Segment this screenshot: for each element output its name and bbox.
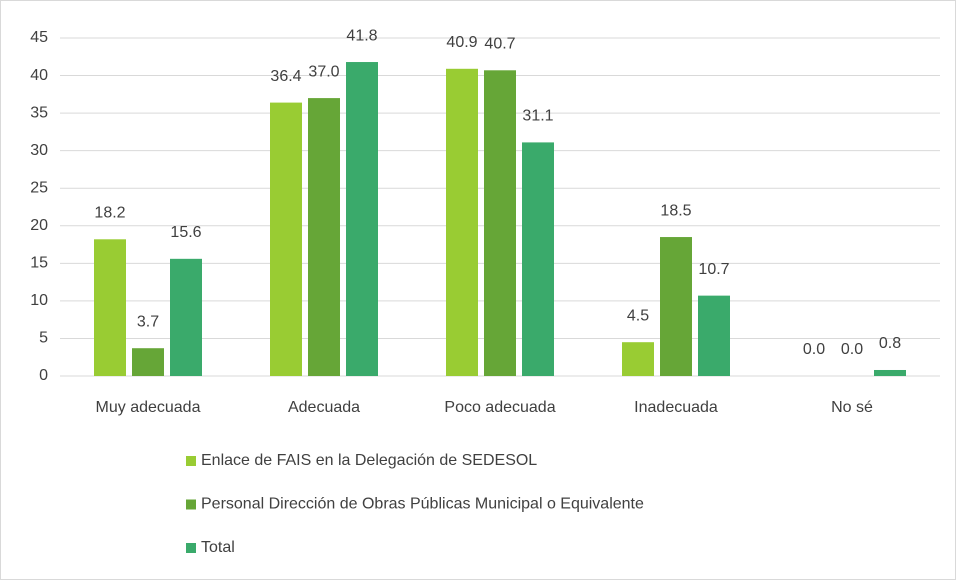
legend-swatch xyxy=(186,543,196,553)
x-tick-label: Adecuada xyxy=(288,399,360,416)
x-tick-label: Inadecuada xyxy=(634,399,718,416)
y-tick-label: 15 xyxy=(30,255,48,272)
y-tick-label: 30 xyxy=(30,142,48,159)
value-label: 37.0 xyxy=(308,63,339,80)
y-tick-label: 45 xyxy=(30,29,48,46)
value-label: 40.9 xyxy=(446,34,477,51)
value-label: 36.4 xyxy=(270,68,301,85)
bar xyxy=(170,258,202,376)
y-tick-label: 10 xyxy=(30,292,48,309)
bar xyxy=(270,102,302,377)
bar xyxy=(874,369,906,376)
x-tick-label: Poco adecuada xyxy=(444,399,555,416)
bar xyxy=(446,68,478,376)
value-label: 10.7 xyxy=(698,261,729,278)
bar xyxy=(622,342,654,376)
value-label: 40.7 xyxy=(484,36,515,53)
value-label: 41.8 xyxy=(346,27,377,44)
y-tick-label: 35 xyxy=(30,104,48,121)
value-label: 0.8 xyxy=(879,335,901,352)
y-tick-label: 0 xyxy=(39,367,48,384)
x-tick-label: No sé xyxy=(831,399,873,416)
bar xyxy=(484,70,516,376)
y-tick-label: 5 xyxy=(39,330,48,347)
legend-swatch xyxy=(186,499,196,510)
value-label: 0.0 xyxy=(841,341,863,358)
legend-label: Total xyxy=(201,539,235,556)
bar xyxy=(308,98,340,376)
y-tick-label: 25 xyxy=(30,179,48,196)
bar xyxy=(346,62,378,377)
y-tick-label: 40 xyxy=(30,67,48,84)
bar xyxy=(698,295,730,376)
value-label: 3.7 xyxy=(137,313,159,330)
value-label: 18.5 xyxy=(660,202,691,219)
legend-swatch xyxy=(186,456,196,466)
bar xyxy=(522,142,554,376)
bar xyxy=(132,348,164,376)
value-label: 31.1 xyxy=(522,108,553,125)
value-label: 15.6 xyxy=(170,224,201,241)
legend-label: Enlace de FAIS en la Delegación de SEDES… xyxy=(201,452,537,469)
value-label: 4.5 xyxy=(627,307,649,324)
x-tick-label: Muy adecuada xyxy=(96,399,201,416)
legend-label: Personal Dirección de Obras Públicas Mun… xyxy=(201,496,644,513)
bar xyxy=(94,239,126,376)
value-label: 0.0 xyxy=(803,341,825,358)
bar xyxy=(660,237,692,376)
y-tick-label: 20 xyxy=(30,217,48,234)
value-label: 18.2 xyxy=(94,205,125,222)
